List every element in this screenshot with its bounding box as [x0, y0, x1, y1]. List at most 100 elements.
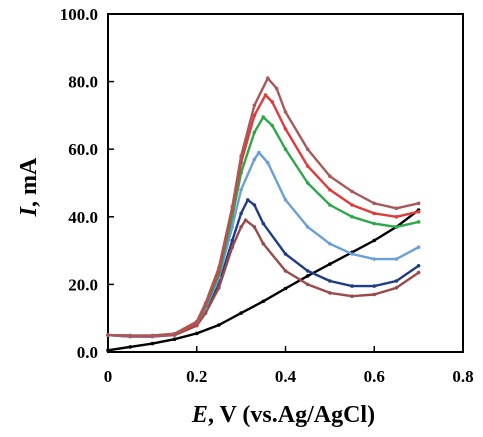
series-2-point	[394, 279, 399, 283]
series-3-point	[239, 225, 243, 229]
series-1-point	[239, 311, 243, 315]
series-1-point	[217, 323, 221, 327]
series-2-point	[239, 211, 243, 216]
series-3-point	[217, 286, 221, 290]
series-6-point	[350, 203, 354, 207]
series-7-point	[195, 319, 199, 324]
series-4-point	[372, 257, 377, 261]
series-7-point	[217, 265, 221, 270]
series-1-point	[150, 341, 155, 346]
series-4-point	[266, 160, 270, 165]
series-line-3	[107, 218, 420, 338]
series-3-point	[394, 286, 399, 290]
series-5-point	[372, 221, 377, 226]
series-1-point	[261, 299, 266, 304]
series-3-point	[305, 282, 310, 287]
series-5-point	[261, 115, 266, 119]
series-line-1	[107, 209, 420, 352]
series-2-point	[328, 279, 332, 283]
series-5-point	[283, 147, 288, 151]
series-4-point	[328, 242, 332, 246]
series-5-point	[394, 225, 399, 229]
series-6-point	[328, 188, 332, 192]
series-7-point	[203, 301, 208, 305]
series-1-point	[283, 286, 288, 291]
series-2-point	[350, 284, 354, 288]
series-6-point	[270, 100, 275, 104]
y-axis-label: I, mA	[16, 157, 42, 217]
series-3-point	[328, 291, 332, 295]
series-5-point	[305, 181, 310, 185]
plot-frame	[107, 13, 464, 353]
x-tick-label: 0.4	[275, 367, 297, 386]
series-7-point	[128, 333, 132, 338]
series-2-point	[261, 221, 266, 226]
series-4-point	[257, 150, 261, 155]
series-5-point	[328, 203, 332, 207]
series-2-point	[252, 203, 257, 207]
x-axis-label-rest: , V (vs.Ag/AgCl)	[208, 402, 375, 428]
series-7-point	[394, 206, 399, 211]
x-axis-ticks: 0 0.2 0.4 0.6 0.8	[104, 346, 474, 386]
series-7-point	[274, 86, 279, 91]
x-tick-label: 0.2	[186, 367, 207, 386]
series-3-point	[283, 269, 288, 273]
series-2-point	[246, 198, 250, 202]
series-5-point	[252, 130, 257, 135]
y-tick-label: 100.0	[60, 5, 98, 24]
series-2-point	[305, 269, 310, 273]
series-1-point	[372, 238, 377, 243]
series-7-point	[372, 201, 377, 206]
series-7-point	[172, 331, 177, 336]
series-3-point	[230, 245, 235, 249]
y-axis-label-var: I	[16, 205, 42, 217]
series-3-point	[203, 311, 208, 315]
series-7-point	[305, 147, 310, 151]
y-axis-label-rest: , mA	[16, 157, 42, 207]
series-7-point	[350, 189, 354, 194]
y-tick-label: 60.0	[68, 140, 98, 159]
series-4-point	[416, 245, 421, 249]
series-3-point	[261, 242, 266, 246]
series-6-point	[372, 211, 377, 216]
series-2-point	[416, 264, 421, 268]
series-4-point	[230, 225, 235, 229]
plot-area	[107, 13, 464, 353]
series-7-point	[266, 76, 270, 80]
x-axis-label: E, V (vs.Ag/AgCl)	[191, 402, 375, 428]
series-4-point	[252, 157, 257, 162]
series-line-2	[107, 198, 420, 338]
series-4-point	[394, 257, 399, 261]
x-tick-label: 0.6	[364, 367, 385, 386]
series-5-point	[270, 123, 275, 128]
series-5-point	[416, 220, 421, 224]
series-2-point	[230, 238, 235, 243]
series-2-point	[283, 252, 288, 256]
series-7-point	[328, 174, 332, 178]
x-axis-label-var: E	[191, 402, 208, 428]
series-7-point	[106, 333, 110, 337]
series-3-point	[350, 294, 354, 299]
series-1-point	[172, 337, 177, 342]
series-6-point	[263, 93, 268, 97]
series-4-point	[305, 225, 310, 229]
x-tick-label: 0	[104, 367, 113, 386]
y-tick-label: 20.0	[68, 275, 98, 294]
series-5-point	[350, 215, 354, 219]
y-tick-label: 40.0	[68, 208, 98, 227]
series-3-point	[372, 292, 377, 297]
series-1-point	[328, 262, 332, 266]
series-6-point	[252, 113, 257, 118]
series-1-point	[195, 331, 199, 336]
series-7-point	[416, 201, 421, 206]
series-7-point	[230, 204, 235, 209]
series-4-point	[283, 198, 288, 202]
series-7-point	[252, 103, 257, 108]
series-3-point	[416, 270, 421, 275]
series-4-point	[239, 188, 243, 192]
x-tick-label: 0.8	[452, 367, 473, 386]
series-2-point	[372, 284, 377, 288]
series-3-point	[252, 225, 257, 229]
series-4-point	[350, 252, 354, 256]
y-axis-ticks: 0.0 20.0 40.0 60.0 80.0 100.0	[60, 5, 114, 362]
